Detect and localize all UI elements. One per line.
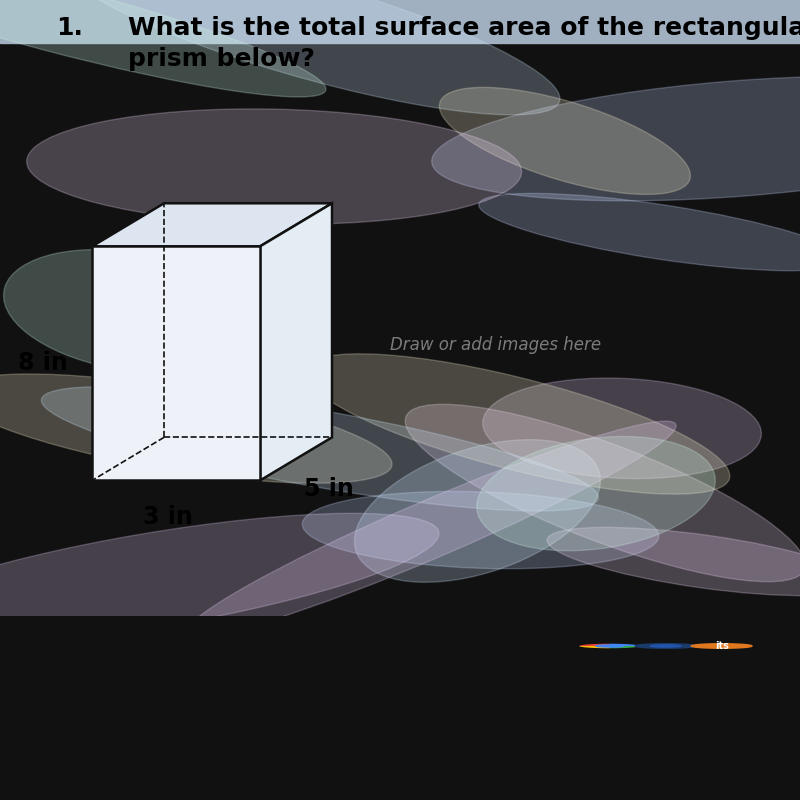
Ellipse shape	[477, 437, 715, 550]
Ellipse shape	[547, 527, 800, 596]
Ellipse shape	[482, 378, 762, 478]
Circle shape	[596, 645, 623, 647]
Ellipse shape	[302, 491, 658, 569]
Text: What is the total surface area of the rectangular: What is the total surface area of the re…	[128, 16, 800, 40]
Ellipse shape	[42, 386, 598, 511]
Text: 8 in: 8 in	[18, 351, 68, 375]
Circle shape	[650, 645, 681, 647]
Text: its: its	[714, 641, 729, 651]
Ellipse shape	[432, 76, 800, 201]
Text: 1.: 1.	[56, 16, 83, 40]
Ellipse shape	[0, 514, 439, 647]
Ellipse shape	[186, 421, 676, 638]
Ellipse shape	[304, 354, 730, 494]
Polygon shape	[260, 203, 332, 481]
Ellipse shape	[3, 250, 252, 373]
Ellipse shape	[59, 0, 560, 115]
Polygon shape	[92, 246, 260, 481]
Ellipse shape	[354, 440, 601, 582]
Ellipse shape	[439, 87, 690, 194]
Text: prism below?: prism below?	[128, 46, 315, 70]
Ellipse shape	[406, 404, 800, 582]
Wedge shape	[610, 646, 640, 648]
Ellipse shape	[26, 109, 522, 224]
Ellipse shape	[0, 0, 326, 97]
Text: 5 in: 5 in	[304, 478, 354, 502]
Ellipse shape	[478, 194, 800, 270]
Wedge shape	[579, 644, 610, 646]
Circle shape	[691, 644, 752, 648]
Wedge shape	[579, 646, 610, 648]
Ellipse shape	[0, 374, 392, 483]
Bar	[0, 0, 800, 43]
Polygon shape	[92, 203, 332, 246]
Circle shape	[635, 644, 696, 648]
Text: 3 in: 3 in	[143, 505, 193, 529]
Wedge shape	[610, 644, 640, 646]
Text: Draw or add images here: Draw or add images here	[390, 336, 602, 354]
